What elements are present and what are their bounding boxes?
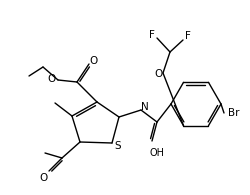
Text: S: S [114,141,121,151]
Text: O: O [90,56,98,66]
Text: O: O [40,173,48,183]
Text: N: N [140,102,148,112]
Text: Br: Br [227,108,238,118]
Text: O: O [154,69,162,79]
Text: F: F [184,31,190,41]
Text: F: F [148,30,154,40]
Text: O: O [48,74,56,84]
Text: OH: OH [150,148,164,158]
